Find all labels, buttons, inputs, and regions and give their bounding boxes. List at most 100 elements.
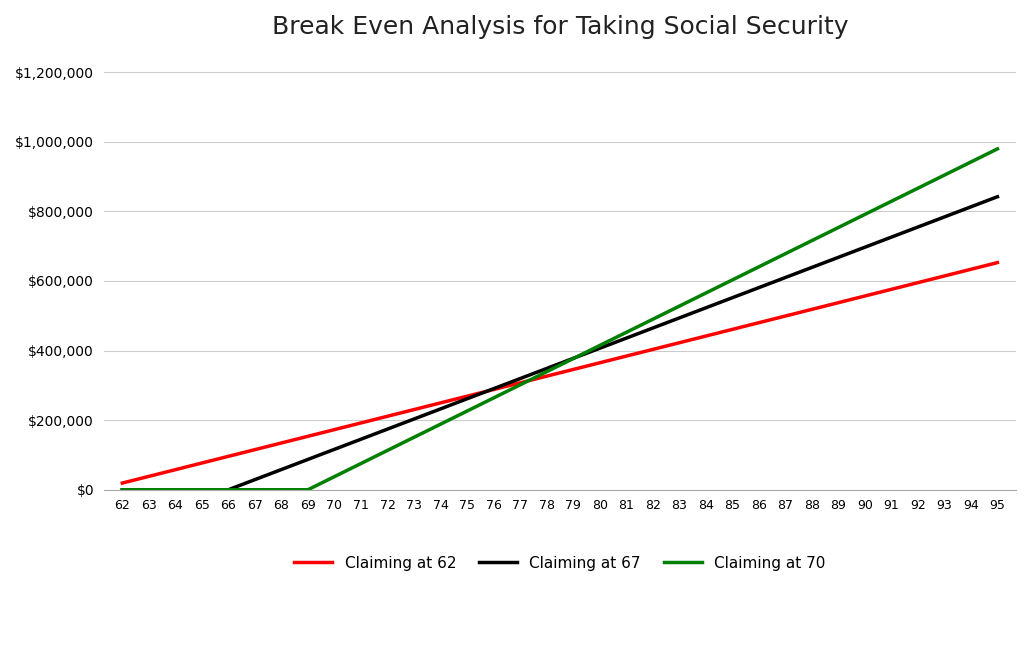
- Claiming at 62: [275, 439, 288, 447]
- Claiming at 67: [859, 243, 871, 251]
- Claiming at 62: [886, 286, 898, 293]
- Claiming at 67: [408, 415, 421, 423]
- Claiming at 62: [142, 473, 155, 481]
- Claiming at 67: [196, 486, 208, 494]
- Claiming at 62: [567, 366, 579, 374]
- Claiming at 70: [911, 185, 924, 192]
- Claiming at 70: [832, 224, 844, 231]
- Claiming at 67: [991, 193, 1003, 201]
- Claiming at 67: [673, 314, 686, 322]
- Claiming at 62: [832, 299, 844, 306]
- Claiming at 67: [142, 486, 155, 494]
- Claiming at 70: [355, 460, 367, 467]
- Claiming at 62: [620, 352, 632, 360]
- Claiming at 62: [196, 459, 208, 467]
- Claiming at 70: [726, 276, 738, 284]
- Claiming at 67: [513, 375, 526, 383]
- Claiming at 70: [805, 237, 818, 244]
- Claiming at 70: [779, 250, 792, 258]
- Claiming at 70: [991, 145, 1003, 153]
- Claiming at 70: [673, 303, 686, 310]
- Claiming at 70: [328, 473, 340, 481]
- Claiming at 70: [408, 434, 421, 441]
- Claiming at 62: [408, 406, 421, 413]
- Claiming at 70: [117, 486, 129, 494]
- Claiming at 67: [461, 395, 473, 403]
- Claiming at 62: [434, 399, 446, 407]
- Claiming at 62: [169, 466, 181, 473]
- Claiming at 67: [169, 486, 181, 494]
- Claiming at 70: [699, 289, 711, 297]
- Claiming at 62: [859, 292, 871, 300]
- Claiming at 62: [222, 452, 234, 460]
- Claiming at 62: [488, 385, 500, 393]
- Claiming at 62: [753, 319, 765, 327]
- Claiming at 70: [222, 486, 234, 494]
- Claiming at 70: [646, 316, 659, 323]
- Claiming at 67: [911, 223, 924, 231]
- Claiming at 70: [965, 158, 977, 166]
- Claiming at 62: [911, 279, 924, 287]
- Claiming at 67: [779, 274, 792, 282]
- Claiming at 62: [991, 259, 1003, 267]
- Claiming at 67: [938, 213, 951, 221]
- Claiming at 70: [540, 368, 553, 376]
- Claiming at 67: [275, 466, 288, 473]
- Claiming at 62: [699, 332, 711, 340]
- Claiming at 62: [302, 432, 314, 440]
- Claiming at 70: [196, 486, 208, 494]
- Claiming at 62: [726, 325, 738, 333]
- Claiming at 70: [620, 329, 632, 336]
- Claiming at 67: [222, 486, 234, 494]
- Claiming at 67: [832, 254, 844, 261]
- Claiming at 67: [805, 263, 818, 271]
- Claiming at 62: [646, 346, 659, 353]
- Line: Claiming at 70: Claiming at 70: [123, 149, 997, 490]
- Claiming at 70: [859, 211, 871, 218]
- Claiming at 70: [275, 486, 288, 494]
- Claiming at 67: [620, 334, 632, 342]
- Claiming at 70: [381, 447, 394, 454]
- Claiming at 70: [594, 342, 606, 349]
- Claiming at 67: [117, 486, 129, 494]
- Claiming at 62: [805, 305, 818, 313]
- Claiming at 70: [753, 263, 765, 271]
- Claiming at 67: [753, 284, 765, 291]
- Claiming at 67: [488, 385, 500, 393]
- Line: Claiming at 62: Claiming at 62: [123, 263, 997, 483]
- Claiming at 62: [328, 426, 340, 434]
- Claiming at 67: [726, 294, 738, 302]
- Claiming at 70: [488, 394, 500, 402]
- Claiming at 62: [594, 359, 606, 366]
- Claiming at 62: [673, 339, 686, 347]
- Claiming at 67: [646, 324, 659, 332]
- Claiming at 62: [965, 265, 977, 273]
- Claiming at 70: [248, 486, 261, 494]
- Claiming at 70: [513, 381, 526, 389]
- Claiming at 62: [540, 372, 553, 380]
- Claiming at 67: [434, 405, 446, 413]
- Claiming at 67: [886, 233, 898, 241]
- Claiming at 70: [302, 486, 314, 494]
- Claiming at 67: [355, 436, 367, 443]
- Claiming at 67: [248, 476, 261, 484]
- Line: Claiming at 67: Claiming at 67: [123, 197, 997, 490]
- Claiming at 70: [461, 407, 473, 415]
- Claiming at 70: [169, 486, 181, 494]
- Claiming at 70: [567, 355, 579, 363]
- Claiming at 67: [594, 344, 606, 352]
- Claiming at 70: [886, 198, 898, 205]
- Claiming at 67: [965, 203, 977, 211]
- Claiming at 62: [355, 419, 367, 427]
- Claiming at 67: [302, 456, 314, 464]
- Claiming at 62: [938, 272, 951, 280]
- Claiming at 67: [328, 445, 340, 453]
- Claiming at 62: [117, 479, 129, 487]
- Claiming at 62: [513, 379, 526, 387]
- Title: Break Even Analysis for Taking Social Security: Break Even Analysis for Taking Social Se…: [271, 15, 849, 39]
- Claiming at 67: [567, 355, 579, 363]
- Claiming at 62: [248, 446, 261, 454]
- Claiming at 62: [381, 412, 394, 420]
- Legend: Claiming at 62, Claiming at 67, Claiming at 70: Claiming at 62, Claiming at 67, Claiming…: [288, 550, 832, 577]
- Claiming at 67: [381, 425, 394, 433]
